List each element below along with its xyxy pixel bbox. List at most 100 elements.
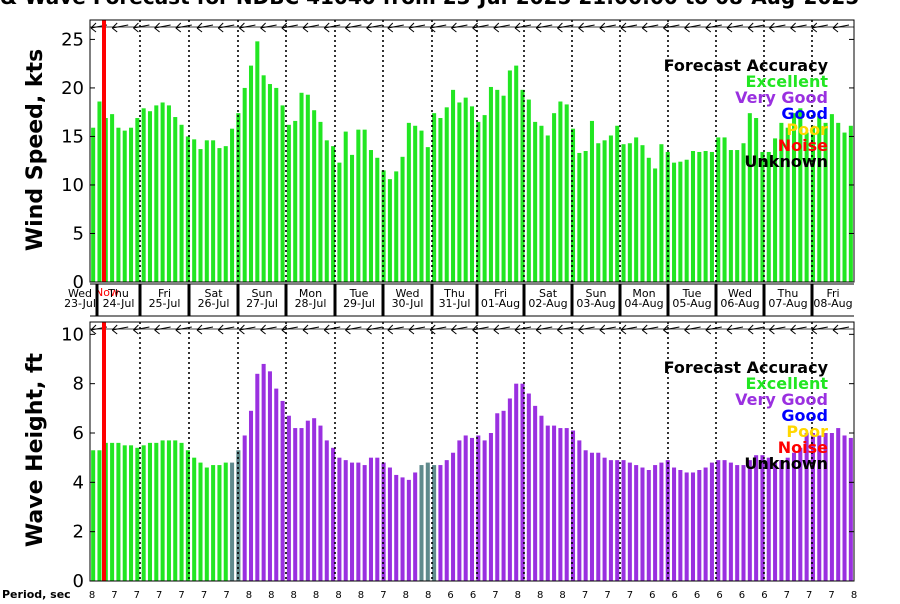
bar [766, 457, 771, 581]
bar [792, 452, 797, 581]
bar [539, 125, 544, 283]
bar [230, 128, 235, 282]
direction-arrow [281, 324, 298, 335]
bar [703, 467, 708, 581]
direction-arrow [769, 22, 786, 33]
bar [381, 462, 386, 581]
y-tick-label: 2 [73, 522, 84, 543]
period-row: 8 7 7 7 7 7 7 8 8 8 8 8 8 7 8 8 6 6 7 8 8 8 7 7 7 6 6 6 6 6 6 7 7 7 8 [89, 590, 857, 601]
period-value: 7 [380, 590, 386, 600]
bar [331, 447, 336, 581]
bar [526, 99, 531, 282]
direction-arrow [408, 324, 426, 335]
bar [785, 127, 790, 283]
period-value: 8 [537, 590, 543, 600]
bar [848, 125, 853, 283]
bar [267, 371, 272, 581]
bar [792, 113, 797, 282]
direction-arrow [811, 22, 828, 33]
bar [469, 106, 475, 282]
bar [267, 84, 272, 282]
bar [545, 135, 550, 282]
direction-arrow [239, 22, 256, 33]
bar [286, 124, 291, 282]
bar [615, 125, 620, 283]
bar [520, 89, 525, 283]
direction-arrow [345, 22, 362, 33]
day-date: 24-Jul [103, 297, 135, 310]
bar [457, 440, 462, 581]
y-tick-label: 10 [61, 175, 84, 196]
bar [122, 130, 127, 282]
bar [722, 137, 727, 282]
bar [760, 455, 765, 581]
period-value: 8 [246, 590, 252, 600]
day-date: 31-Jul [439, 297, 471, 310]
direction-arrow [472, 22, 489, 33]
bar [817, 435, 822, 581]
day-separator [714, 284, 718, 316]
bar [242, 435, 247, 581]
bar [261, 75, 266, 282]
bar [299, 428, 304, 581]
period-value: 8 [425, 590, 431, 600]
day-name: Tue [682, 287, 702, 300]
bar [608, 135, 613, 282]
day-separator [430, 284, 434, 316]
direction-arrow [154, 22, 171, 33]
bar [728, 150, 733, 282]
bar [192, 457, 197, 581]
bar [495, 413, 500, 581]
bar [741, 143, 746, 282]
bar [558, 101, 563, 282]
bar [173, 117, 178, 282]
direction-arrow [133, 324, 150, 335]
period-value: 7 [828, 590, 834, 600]
period-value: 6 [447, 590, 453, 600]
legend-item: Unknown [744, 454, 828, 473]
day-date: 27-Jul [246, 297, 278, 310]
direction-arrow [451, 22, 468, 33]
bar [274, 388, 279, 581]
bar [533, 405, 538, 581]
bar [293, 120, 298, 282]
legend-title: Forecast Accuracy [664, 56, 829, 75]
bar [634, 137, 639, 282]
bar [653, 168, 658, 282]
bar [773, 138, 778, 282]
day-date: 07-Aug [768, 297, 807, 310]
period-value: 8 [851, 590, 857, 600]
direction-arrow [387, 324, 404, 335]
day-separator [666, 284, 670, 316]
bar [766, 151, 771, 282]
bar [198, 462, 203, 581]
period-value: 7 [178, 590, 184, 600]
period-value: 8 [403, 590, 409, 600]
bar [438, 118, 443, 282]
bar [280, 400, 285, 581]
period-label: Period, sec [2, 588, 71, 600]
bar [697, 151, 702, 282]
bar [97, 450, 102, 581]
bar [223, 146, 228, 282]
bar [394, 474, 399, 581]
y-tick-label: 0 [73, 272, 84, 293]
bar [514, 65, 519, 282]
direction-arrow [302, 22, 320, 33]
bar [735, 465, 740, 581]
bar [400, 477, 405, 581]
direction-arrow [790, 324, 807, 335]
bar [690, 151, 696, 282]
bar [318, 425, 323, 581]
bar [848, 437, 853, 581]
bar [621, 144, 626, 282]
bar [147, 442, 152, 581]
direction-arrow [366, 324, 383, 335]
bar [533, 121, 538, 282]
bar [646, 470, 651, 581]
period-value: 7 [111, 590, 117, 600]
legend-title: Forecast Accuracy [664, 358, 829, 377]
bar [665, 460, 670, 581]
day-name: Fri [826, 287, 839, 300]
